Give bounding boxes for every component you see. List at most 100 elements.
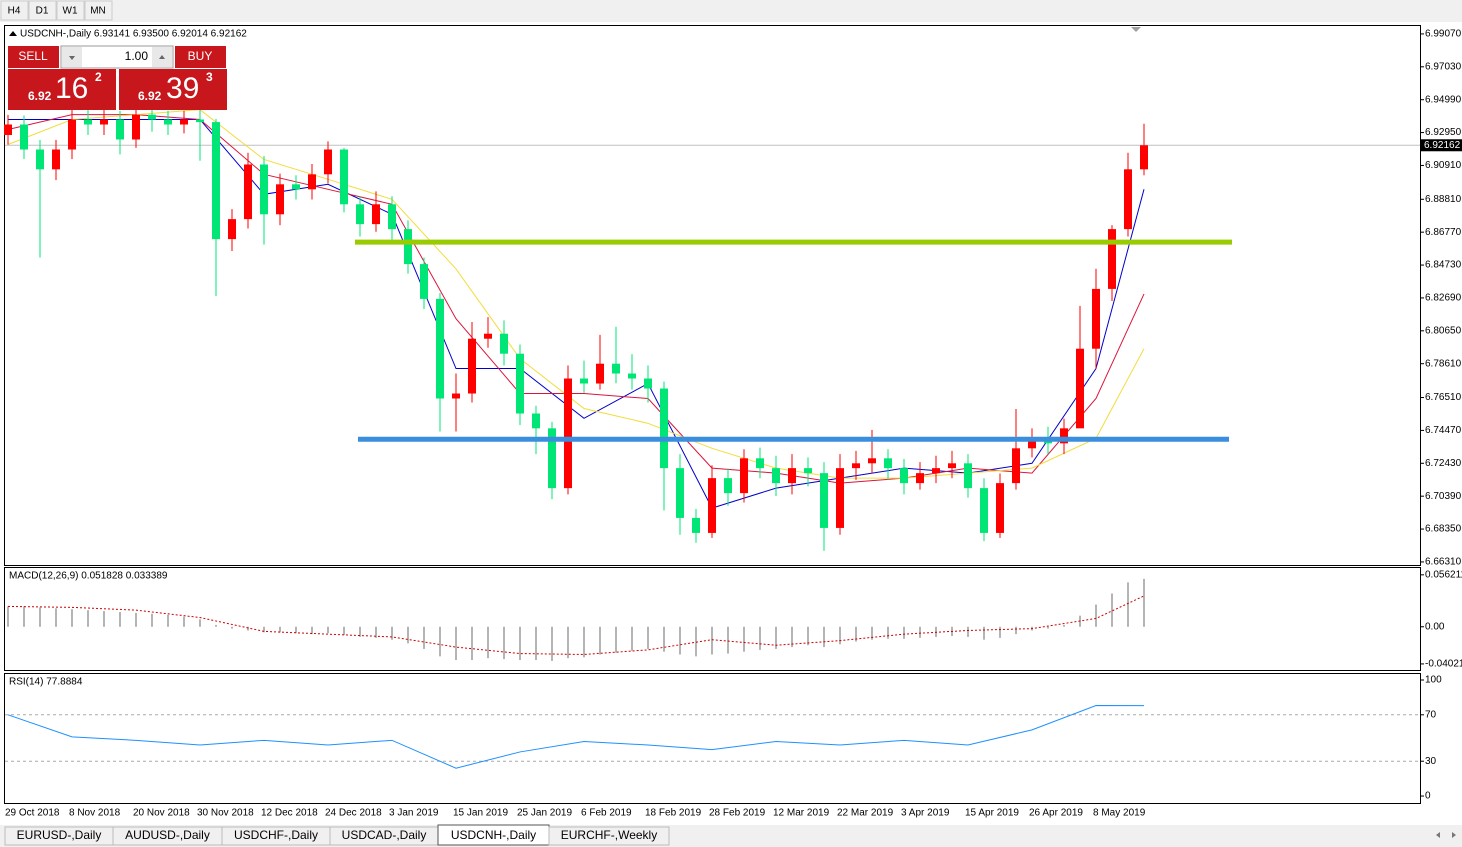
candle-body xyxy=(468,338,476,394)
macd-bar xyxy=(1143,578,1145,627)
toolbar xyxy=(0,0,1462,22)
macd-bar xyxy=(215,624,217,627)
macd-bar xyxy=(391,626,393,640)
lot-down-icon xyxy=(69,56,75,60)
macd-bar xyxy=(551,626,553,661)
candle-body xyxy=(516,353,524,414)
macd-bar xyxy=(1015,626,1017,635)
macd-bar xyxy=(903,626,905,639)
lot-field[interactable] xyxy=(60,45,174,69)
macd-bar xyxy=(599,626,601,655)
rsi-line xyxy=(7,705,1145,769)
candle-body xyxy=(52,149,60,170)
x-tick-label: 15 Jan 2019 xyxy=(453,808,508,819)
macd-bar xyxy=(423,626,425,649)
macd-bar xyxy=(231,626,233,629)
macd-bar xyxy=(279,626,281,633)
candle-body xyxy=(436,298,444,399)
candle-body xyxy=(452,393,460,399)
macd-bar xyxy=(471,626,473,661)
macd-bar xyxy=(919,626,921,638)
candle-body xyxy=(804,468,812,474)
candle-body xyxy=(980,488,988,533)
y-tick-label: 6.78610 xyxy=(1425,358,1462,369)
shift-marker xyxy=(1131,27,1141,32)
ask-pips: 39 xyxy=(166,72,199,105)
candle-body xyxy=(708,478,716,533)
timeframe-button[interactable] xyxy=(0,0,29,21)
chart-tab[interactable] xyxy=(548,826,670,846)
macd-bar xyxy=(375,626,377,638)
candle-body xyxy=(372,204,380,225)
candle-body xyxy=(564,378,572,489)
y-tick-label: 6.99070 xyxy=(1425,29,1462,40)
macd-bar xyxy=(503,626,505,660)
macd-bar xyxy=(535,626,537,661)
candle-body xyxy=(1092,288,1100,349)
macd-bar xyxy=(679,626,681,655)
bid-big: 6.92 xyxy=(28,89,52,103)
last-price-label: 6.92162 xyxy=(1424,140,1461,151)
x-tick-label: 15 Apr 2019 xyxy=(965,808,1019,819)
timeframe-button[interactable] xyxy=(56,0,85,21)
candle-body xyxy=(868,458,876,464)
x-tick-label: 12 Mar 2019 xyxy=(773,808,830,819)
sell-label: SELL xyxy=(18,49,48,63)
candle-body xyxy=(660,388,668,469)
candle-body xyxy=(916,473,924,484)
macd-bar xyxy=(311,626,313,635)
sell-button[interactable] xyxy=(8,46,59,68)
candle-body xyxy=(340,149,348,205)
y-tick-label: 6.68350 xyxy=(1425,524,1462,535)
candle-body xyxy=(532,413,540,429)
candle-body xyxy=(132,114,140,140)
macd-bar xyxy=(1047,626,1049,629)
candle-body xyxy=(244,164,252,220)
x-tick-label: 8 Nov 2018 xyxy=(69,808,121,819)
timeframe-button[interactable] xyxy=(84,0,113,21)
candle-body xyxy=(1076,348,1084,429)
ask-fraction: 3 xyxy=(206,70,213,84)
collapse-icon xyxy=(9,31,17,36)
candle-body xyxy=(580,378,588,384)
candle-body xyxy=(84,119,92,125)
macd-bar xyxy=(87,610,89,627)
candle-body xyxy=(628,373,636,379)
macd-bar xyxy=(7,606,9,627)
macd-bar xyxy=(983,626,985,640)
macd-bar xyxy=(359,626,361,637)
last-price-box xyxy=(1421,139,1462,152)
y-tick-label: 30 xyxy=(1425,756,1437,767)
bid-box[interactable] xyxy=(8,69,116,110)
trade-panel: SELL 1.00 BUY 6.92 16 2 6.92 39 3 xyxy=(8,45,227,110)
x-tick-label: 18 Feb 2019 xyxy=(645,808,702,819)
macd-bar xyxy=(631,626,633,651)
ask-box[interactable] xyxy=(119,69,227,110)
scroll-left[interactable] xyxy=(1436,832,1440,838)
buy-button[interactable] xyxy=(175,46,226,68)
macd-bar xyxy=(855,626,857,642)
tabs: EURUSD-,Daily AUDUSD-,Daily USDCHF-,Daily U… xyxy=(4,824,670,846)
candle-body xyxy=(36,149,44,170)
scroll-right[interactable] xyxy=(1452,832,1456,838)
timeframe-button[interactable] xyxy=(28,0,57,21)
candle-body xyxy=(292,184,300,190)
candle-body xyxy=(724,478,732,494)
macd-bar xyxy=(55,608,57,627)
macd-bar xyxy=(727,626,729,654)
y-tick-label: 70 xyxy=(1425,709,1437,720)
y-tick-label: 6.92950 xyxy=(1425,127,1462,138)
candle-body xyxy=(932,468,940,474)
macd-bar xyxy=(1111,593,1113,627)
y-tick-label: 0.00 xyxy=(1425,621,1445,632)
macd-bar xyxy=(39,607,41,627)
x-tick-label: 12 Dec 2018 xyxy=(261,808,318,819)
macd-bar xyxy=(183,616,185,627)
macd-bar xyxy=(151,613,153,627)
macd-bar xyxy=(583,626,585,658)
macd-bar xyxy=(487,626,489,659)
macd-bar xyxy=(439,626,441,657)
candle-body xyxy=(484,333,492,339)
candle-body xyxy=(756,458,764,469)
macd-bar xyxy=(1095,604,1097,627)
